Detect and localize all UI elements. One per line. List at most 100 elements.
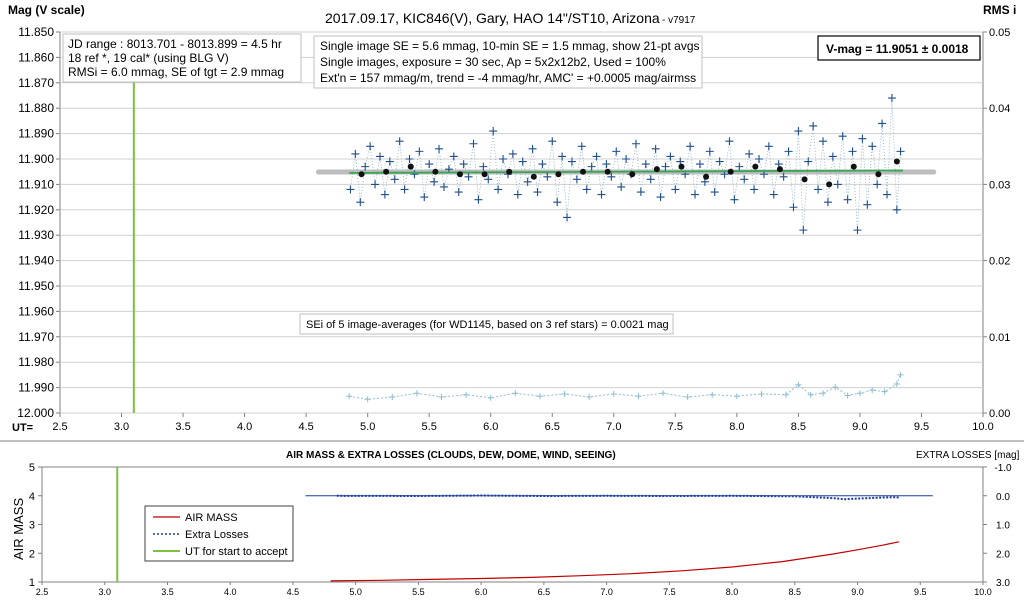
- single-image-point: [651, 144, 660, 153]
- single-image-point: [779, 172, 788, 181]
- average-point: [481, 171, 488, 178]
- rms-point: [635, 393, 642, 400]
- vmag-value: V-mag = 11.9051 ± 0.0018: [826, 42, 969, 56]
- upper-y2-tick-label: 0.04: [989, 103, 1010, 115]
- legend-extra-losses-label: Extra Losses: [185, 529, 249, 541]
- lower-y-axis: 5 4 3 2 1: [29, 462, 42, 589]
- info-line-1: Single image SE = 5.6 mmag, 10-min SE = …: [320, 39, 700, 53]
- upper-chart-title: 2017.09.17, KIC846(V), Gary, HAO 14"/ST1…: [325, 10, 660, 26]
- upper-y2-tick-label: 0.01: [989, 332, 1010, 344]
- lower-y-tick-label: 3: [29, 520, 35, 532]
- single-image-point: [853, 226, 862, 235]
- single-image-point: [878, 119, 887, 128]
- lower-x-tick-label: 3.0: [98, 587, 111, 597]
- rms-point: [820, 390, 827, 397]
- lower-x-tick-label: 7.0: [600, 587, 613, 597]
- single-image-point: [380, 190, 389, 199]
- single-image-point: [691, 190, 700, 199]
- upper-x-tick-label: 3.0: [114, 421, 129, 433]
- single-image-point: [705, 147, 714, 156]
- lower-y2-tick-label: 1.0: [996, 521, 1010, 532]
- single-image-point: [896, 147, 905, 156]
- upper-y-tick-label: 11.920: [18, 203, 54, 217]
- lower-x-tick-label: 8.0: [726, 587, 739, 597]
- average-point: [456, 171, 463, 178]
- single-image-point: [735, 162, 744, 171]
- rms-point: [897, 371, 904, 378]
- lower-x-tick-label: 9.5: [914, 587, 927, 597]
- average-point: [358, 171, 365, 178]
- lower-x-tick-label: 4.0: [224, 587, 237, 597]
- single-image-point: [819, 137, 828, 146]
- single-image-point: [508, 149, 517, 158]
- single-image-point: [622, 155, 631, 163]
- single-image-point: [538, 160, 547, 169]
- rms-point: [844, 392, 851, 399]
- single-image-point: [656, 193, 665, 202]
- upper-y-tick-label: 11.850: [18, 25, 54, 39]
- single-image-point: [499, 155, 508, 163]
- lower-y-tick-label: 2: [29, 548, 35, 560]
- upper-y-tick-label: 11.960: [18, 304, 54, 318]
- upper-x-tick-label: 6.5: [545, 421, 560, 433]
- upper-y-tick-label: 11.880: [18, 101, 54, 115]
- upper-x-tick-label: 5.5: [422, 421, 437, 433]
- single-image-point: [543, 172, 552, 181]
- single-image-point: [755, 155, 764, 163]
- single-image-point: [828, 152, 837, 161]
- jd-range-box: [62, 33, 302, 83]
- single-image-point: [395, 137, 404, 146]
- upper-y-tick-label: 11.860: [18, 50, 54, 64]
- lower-y-tick-label: 1: [29, 577, 35, 589]
- single-image-point: [745, 149, 754, 158]
- upper-gridlines: [60, 31, 983, 414]
- average-point: [801, 176, 808, 183]
- single-image-point: [415, 147, 424, 156]
- single-image-point: [799, 226, 808, 235]
- single-image-point: [858, 134, 867, 143]
- upper-x-tick-label: 2.5: [52, 421, 67, 433]
- single-image-point: [400, 185, 409, 194]
- rms-point: [869, 387, 876, 394]
- upper-y-tick-label: 11.950: [18, 279, 54, 293]
- lower-y-tick-label: 4: [29, 491, 35, 503]
- single-image-point: [587, 162, 596, 171]
- single-image-point: [523, 177, 532, 186]
- single-image-point: [528, 144, 537, 153]
- upper-x-tick-label: 7.5: [668, 421, 683, 433]
- upper-x-tick-label: 3.5: [175, 421, 190, 433]
- legend-ut-start-label: UT for start to accept: [185, 546, 288, 558]
- rms-point: [610, 390, 617, 397]
- rms-point: [881, 388, 888, 395]
- upper-x-tick-label: 6.0: [483, 421, 498, 433]
- single-image-point: [385, 157, 394, 166]
- single-image-point: [710, 188, 719, 197]
- rms-point: [487, 394, 494, 401]
- lower-y2-tick-label: 2.0: [996, 549, 1010, 560]
- upper-y-tick-label: 11.900: [18, 152, 54, 166]
- lower-x-tick-label: 2.5: [36, 587, 49, 597]
- single-image-point: [843, 195, 852, 204]
- rms-point: [783, 391, 790, 398]
- single-image-point: [430, 177, 439, 186]
- single-image-point: [661, 162, 670, 171]
- upper-y2-axis-title: RMS i: [983, 3, 1016, 17]
- single-image-point: [361, 162, 370, 171]
- single-image-point: [410, 170, 419, 179]
- vmag-box: [817, 35, 981, 61]
- average-point: [383, 168, 390, 175]
- upper-y2-tick-label: 0.00: [989, 408, 1010, 420]
- rms-point: [832, 384, 839, 391]
- single-image-point: [730, 195, 739, 204]
- lower-chart-title: AIR MASS & EXTRA LOSSES (CLOUDS, DEW, DO…: [286, 450, 616, 461]
- upper-x-tick-label: 7.0: [606, 421, 621, 433]
- single-image-point: [533, 188, 542, 197]
- single-image-point: [548, 137, 557, 146]
- single-image-point: [484, 175, 493, 184]
- upper-y-tick-label: 12.000: [17, 406, 54, 420]
- lower-y-tick-label: 5: [29, 462, 35, 474]
- single-image-point: [572, 175, 581, 184]
- single-image-point: [459, 160, 468, 169]
- single-image-point: [425, 160, 434, 169]
